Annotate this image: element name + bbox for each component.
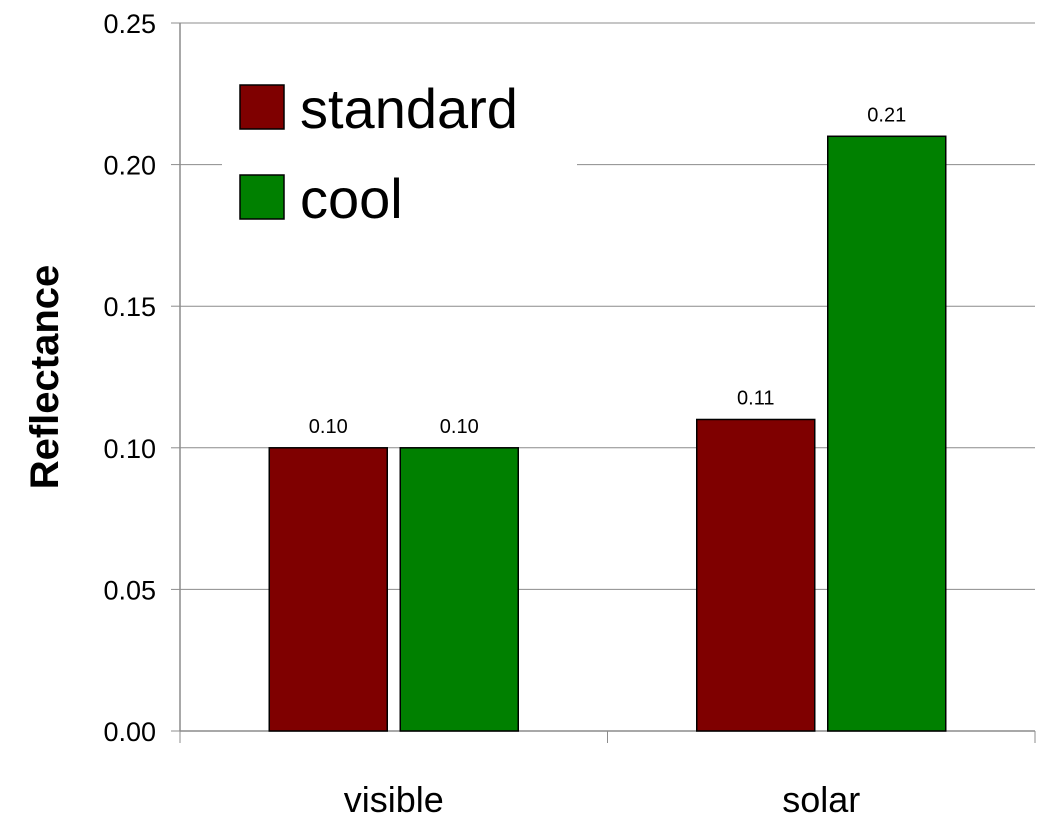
y-axis-label: Reflectance	[23, 265, 67, 490]
data-label: 0.10	[440, 416, 479, 438]
legend-label-standard: standard	[300, 77, 518, 140]
legend-swatch-cool	[239, 174, 285, 220]
data-label: 0.11	[737, 387, 774, 409]
y-tick-label: 0.15	[103, 292, 156, 322]
bar-cool-visible	[399, 447, 519, 732]
y-tick-label: 0.25	[103, 9, 156, 39]
data-labels: 0.10 0.10 0.11 0.21	[309, 104, 906, 438]
y-tick-label: 0.00	[103, 717, 156, 747]
category-labels: visible solar	[344, 779, 861, 815]
bar-standard-visible	[268, 447, 388, 732]
x-tick-label-solar: solar	[782, 779, 860, 815]
bar-cool-solar	[827, 135, 947, 732]
y-tick-label: 0.05	[103, 575, 156, 605]
legend: standard cool	[222, 60, 577, 230]
data-label: 0.10	[309, 416, 348, 438]
data-label: 0.21	[867, 104, 906, 126]
legend-label-cool: cool	[300, 167, 403, 230]
y-tick-label: 0.10	[103, 434, 156, 464]
legend-swatch-standard	[239, 84, 285, 130]
y-axis-ticks: 0.00 0.05 0.10 0.15 0.20 0.25	[103, 9, 180, 747]
bar-standard-solar	[696, 418, 816, 732]
bars	[268, 135, 947, 732]
x-tick-label-visible: visible	[344, 779, 444, 815]
y-tick-label: 0.20	[103, 151, 156, 181]
